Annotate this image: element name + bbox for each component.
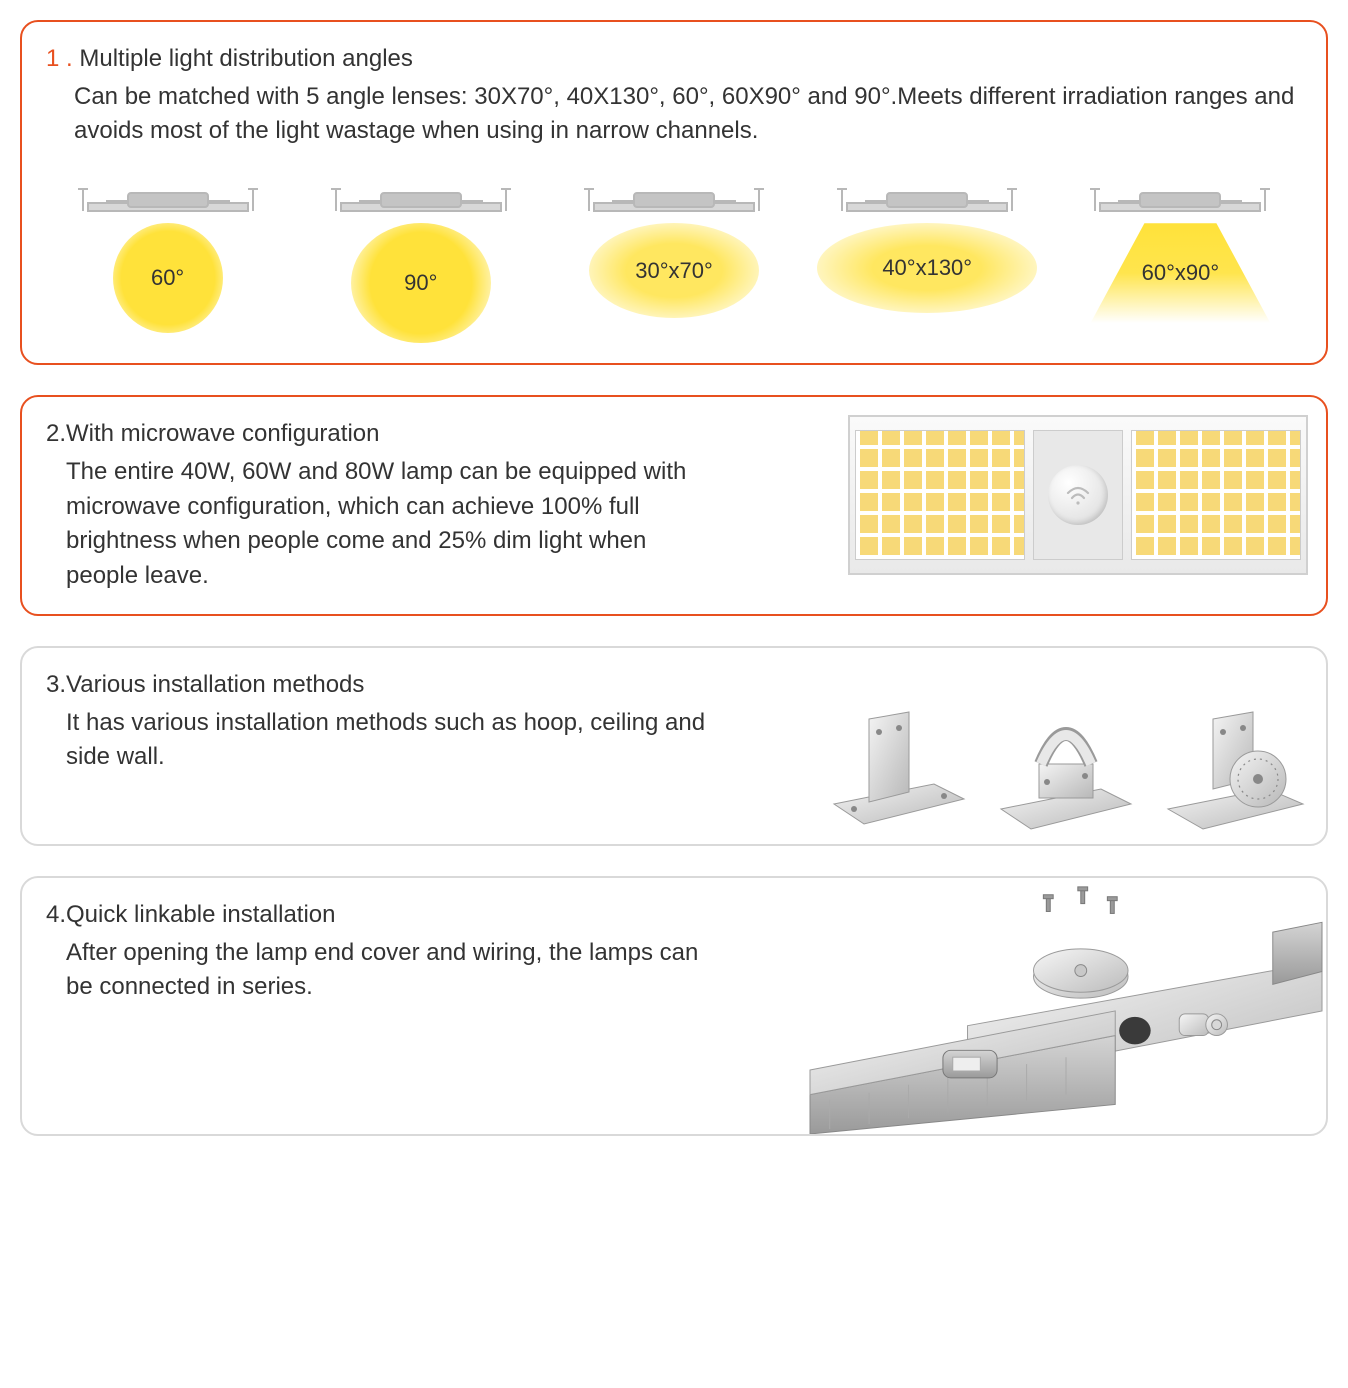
beam-shape-60: 60° bbox=[113, 223, 223, 333]
microwave-sensor-module bbox=[1033, 430, 1123, 560]
angle-cell-40x130: 40°x130° bbox=[806, 179, 1049, 343]
beam-shape-60x90: 60°x90° bbox=[1090, 223, 1270, 323]
feature-3-title: Various installation methods bbox=[66, 671, 364, 698]
feature-3-description: It has various installation methods such… bbox=[46, 706, 706, 776]
feature-box-4: 4.Quick linkable installation After open… bbox=[20, 876, 1328, 1136]
feature-box-3: 3.Various installation methods It has va… bbox=[20, 646, 1328, 846]
beam-shape-30x70: 30°x70° bbox=[589, 223, 759, 318]
led-array-left bbox=[855, 430, 1025, 560]
angle-diagram-row: 60° 90° bbox=[46, 179, 1302, 343]
swivel-bracket-icon bbox=[1158, 684, 1308, 834]
fixture-icon bbox=[68, 179, 268, 219]
angle-label: 40°x130° bbox=[882, 255, 972, 281]
feature-1-heading: 1 . Multiple light distribution angles bbox=[46, 42, 1302, 76]
feature-2-title: With microwave configuration bbox=[66, 420, 379, 447]
linkable-exploded-illustration bbox=[806, 878, 1326, 1134]
angle-cell-90: 90° bbox=[299, 179, 542, 343]
wifi-icon bbox=[1064, 483, 1092, 507]
angle-label: 30°x70° bbox=[635, 258, 713, 284]
feature-1-description: Can be matched with 5 angle lenses: 30X7… bbox=[46, 80, 1302, 150]
angle-cell-30x70: 30°x70° bbox=[552, 179, 795, 343]
feature-2-number: 2. bbox=[46, 420, 66, 447]
angle-label: 90° bbox=[404, 270, 437, 296]
hoop-bracket-icon bbox=[991, 684, 1141, 834]
feature-2-description: The entire 40W, 60W and 80W lamp can be … bbox=[46, 455, 706, 594]
sensor-dome bbox=[1048, 465, 1108, 525]
beam-shape-90: 90° bbox=[351, 223, 491, 343]
angle-cell-60: 60° bbox=[46, 179, 289, 343]
beam-shape-40x130: 40°x130° bbox=[817, 223, 1037, 313]
mounting-brackets-illustration bbox=[816, 658, 1316, 834]
feature-4-description: After opening the lamp end cover and wir… bbox=[46, 936, 706, 1006]
feature-4-number: 4. bbox=[46, 901, 66, 928]
feature-box-2: 2.With microwave configuration The entir… bbox=[20, 395, 1328, 616]
feature-4-title: Quick linkable installation bbox=[66, 901, 335, 928]
angle-label: 60°x90° bbox=[1142, 260, 1220, 286]
led-sensor-panel-illustration bbox=[848, 415, 1308, 575]
feature-3-number: 3. bbox=[46, 671, 66, 698]
fixture-icon bbox=[827, 179, 1027, 219]
fixture-icon bbox=[1080, 179, 1280, 219]
led-array-right bbox=[1131, 430, 1301, 560]
feature-1-title: Multiple light distribution angles bbox=[79, 45, 413, 72]
angle-cell-60x90: 60°x90° bbox=[1059, 179, 1302, 343]
feature-box-1: 1 . Multiple light distribution angles C… bbox=[20, 20, 1328, 365]
feature-1-number: 1 . bbox=[46, 45, 73, 72]
fixture-icon bbox=[321, 179, 521, 219]
fixture-icon bbox=[574, 179, 774, 219]
flat-bracket-icon bbox=[824, 684, 974, 834]
angle-label: 60° bbox=[151, 265, 184, 291]
